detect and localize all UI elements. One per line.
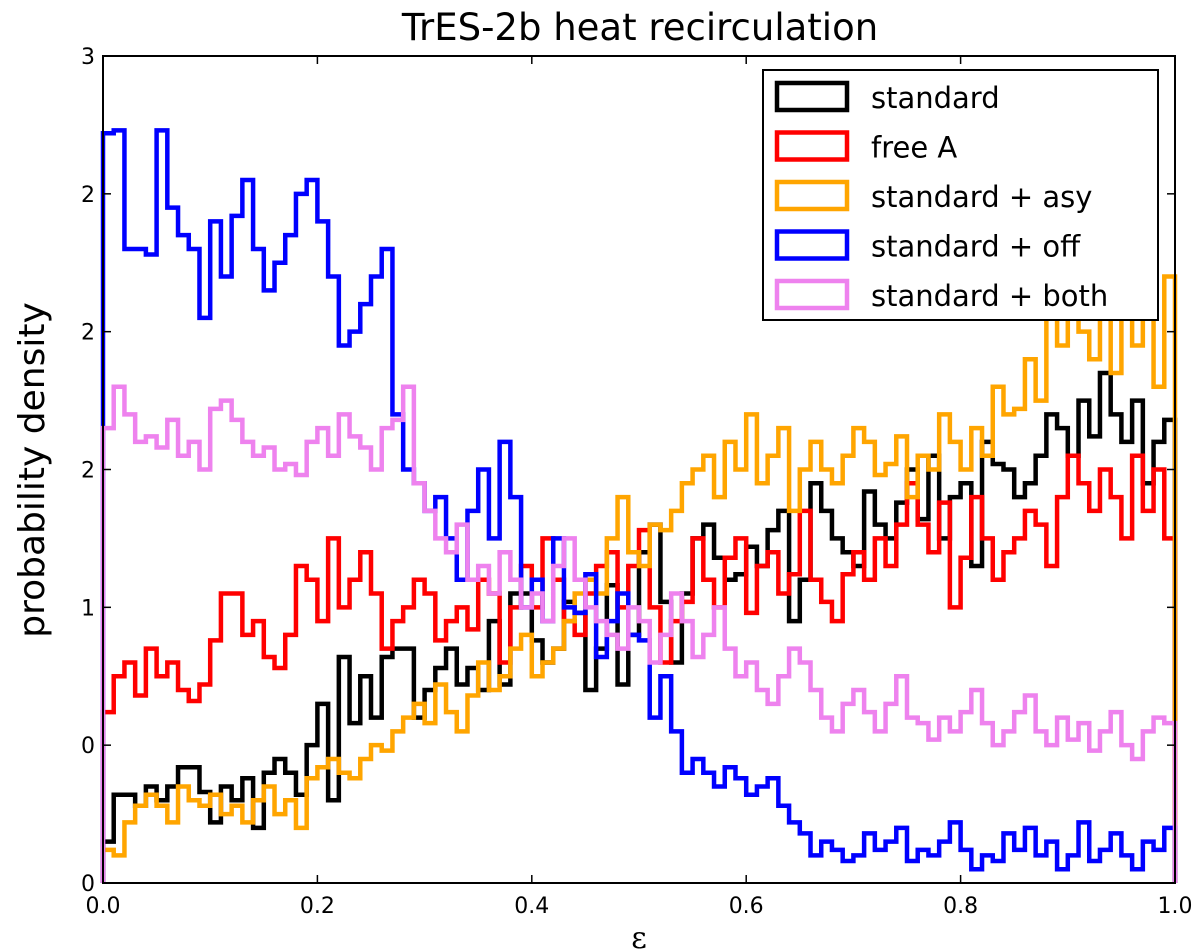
x-tick-label: 0.6 bbox=[729, 894, 764, 919]
chart-title: TrES-2b heat recirculation bbox=[401, 6, 878, 49]
y-axis-ticks: 0 0 1 2 2 2 3 bbox=[81, 45, 1175, 897]
y-tick-label: 3 bbox=[81, 45, 95, 70]
y-tick-label: 0 bbox=[81, 872, 95, 897]
y-axis-label: probability density bbox=[12, 302, 53, 638]
y-tick-label: 0 bbox=[81, 734, 95, 759]
x-axis-label: ε bbox=[631, 921, 647, 952]
legend-label: standard + both bbox=[871, 279, 1108, 313]
series-line-standard-asy bbox=[100, 274, 1178, 883]
series-group bbox=[100, 128, 1178, 883]
series-line-free-a bbox=[100, 453, 1178, 883]
legend-label: standard + asy bbox=[871, 180, 1092, 214]
legend-label: free A bbox=[871, 131, 957, 165]
legend-swatch bbox=[774, 179, 850, 212]
x-tick-label: 0.0 bbox=[86, 894, 121, 919]
series-line-standard-both bbox=[100, 384, 1178, 883]
x-axis-ticks: 0.0 0.2 0.4 0.6 0.8 1.0 bbox=[86, 56, 1193, 919]
legend-swatch bbox=[774, 80, 850, 113]
legend-label: standard + off bbox=[871, 230, 1081, 264]
legend-swatch bbox=[774, 229, 850, 261]
y-tick-label: 2 bbox=[81, 183, 95, 208]
legend-swatch bbox=[774, 130, 850, 162]
x-tick-label: 0.4 bbox=[514, 894, 549, 919]
y-tick-label: 2 bbox=[81, 459, 95, 484]
y-tick-label: 2 bbox=[81, 321, 95, 346]
legend-label: standard bbox=[871, 81, 1000, 115]
series-line-standard-off bbox=[100, 128, 1178, 883]
legend-swatch bbox=[774, 278, 850, 311]
x-tick-label: 0.2 bbox=[300, 894, 335, 919]
legend: standard free A standard + asy standard + o… bbox=[762, 69, 1159, 321]
x-tick-label: 0.8 bbox=[943, 894, 978, 919]
x-tick-label: 1.0 bbox=[1158, 894, 1193, 919]
y-tick-label: 1 bbox=[81, 596, 95, 621]
legend-items: standard free A standard + asy standard + o… bbox=[774, 80, 1108, 313]
